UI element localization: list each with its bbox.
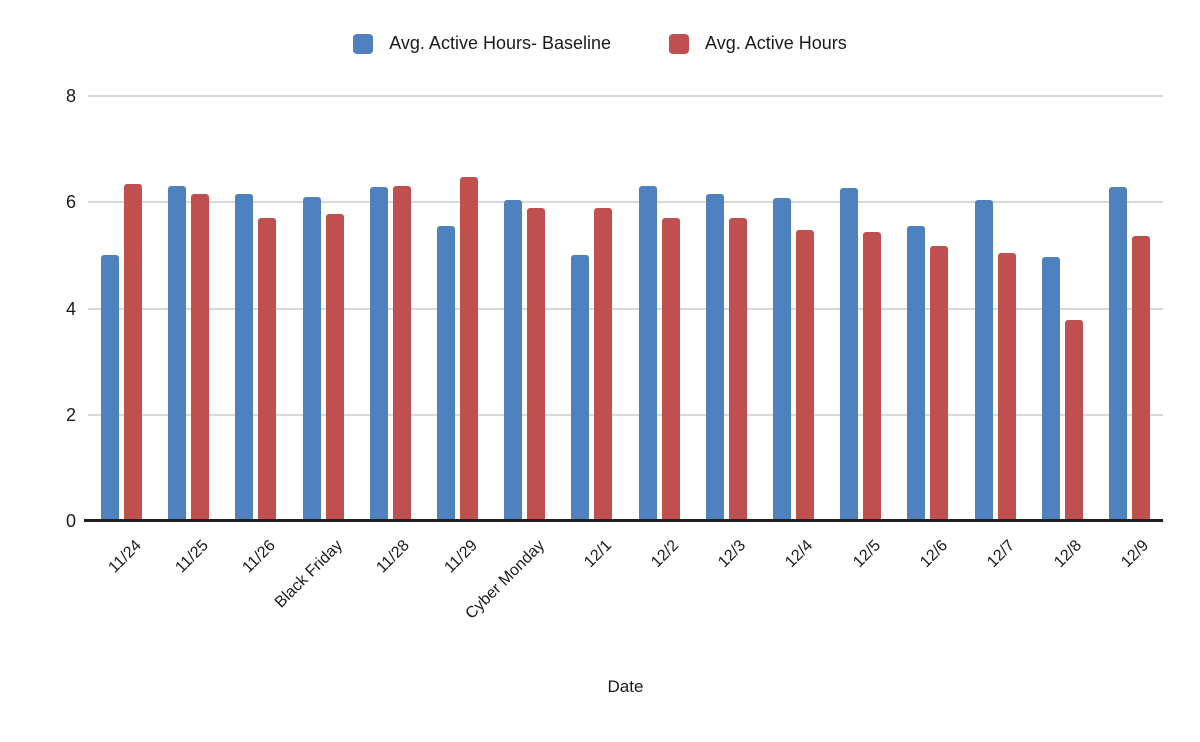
x-tick-label: 11/29 bbox=[441, 537, 481, 577]
legend-item-actual: Avg. Active Hours bbox=[669, 33, 847, 54]
bar-actual bbox=[1131, 236, 1150, 521]
legend-swatch-actual bbox=[669, 33, 690, 54]
bar-group bbox=[424, 96, 491, 521]
bar-baseline bbox=[705, 194, 724, 521]
bar-baseline bbox=[907, 226, 926, 521]
x-tick-label: 12/6 bbox=[916, 537, 951, 572]
bar-baseline bbox=[974, 200, 993, 521]
x-tick-label: 11/24 bbox=[105, 537, 145, 577]
y-tick-label-4: 4 bbox=[65, 298, 76, 319]
bar-actual bbox=[997, 252, 1016, 521]
bar-group bbox=[357, 96, 424, 521]
bar-baseline bbox=[437, 226, 456, 521]
x-axis-line bbox=[84, 519, 1163, 522]
bar-group bbox=[1096, 96, 1163, 521]
bar-baseline bbox=[638, 186, 657, 521]
bar-actual bbox=[594, 208, 613, 521]
bar-group bbox=[1029, 96, 1096, 521]
bar-baseline bbox=[571, 255, 590, 521]
y-tick-label-0: 0 bbox=[65, 511, 76, 531]
x-tick-label: 12/4 bbox=[782, 537, 817, 572]
bar-group bbox=[155, 96, 222, 521]
x-tick-label: Black Friday bbox=[271, 537, 347, 612]
bar-actual bbox=[661, 218, 680, 521]
x-tick-label: 12/3 bbox=[715, 537, 750, 572]
x-tick-label: 11/26 bbox=[239, 537, 279, 577]
bar-actual bbox=[728, 218, 747, 521]
bar-actual bbox=[1064, 320, 1083, 521]
bar-actual bbox=[930, 246, 949, 521]
bar-actual bbox=[258, 218, 277, 521]
legend-item-baseline: Avg. Active Hours- Baseline bbox=[353, 33, 611, 54]
bar-group bbox=[222, 96, 289, 521]
legend: Avg. Active Hours- Baseline Avg. Active … bbox=[0, 33, 1200, 54]
bar-baseline bbox=[772, 198, 791, 521]
x-tick-label: 11/25 bbox=[172, 537, 212, 577]
bar-baseline bbox=[1108, 187, 1127, 521]
bar-baseline bbox=[101, 255, 120, 521]
bar-actual bbox=[325, 213, 344, 521]
y-tick-label-6: 6 bbox=[65, 192, 76, 213]
bar-baseline bbox=[168, 186, 187, 521]
bar-group bbox=[760, 96, 827, 521]
bar-group bbox=[894, 96, 961, 521]
gridline-2 bbox=[88, 413, 1163, 416]
legend-swatch-baseline bbox=[353, 33, 374, 54]
bar-group bbox=[693, 96, 760, 521]
bar-group bbox=[558, 96, 625, 521]
bar-group bbox=[290, 96, 357, 521]
bar-group bbox=[491, 96, 558, 521]
x-tick-label: 12/8 bbox=[1051, 537, 1086, 572]
bar-baseline bbox=[504, 199, 523, 521]
bar-group bbox=[961, 96, 1028, 521]
bar-baseline bbox=[840, 187, 859, 521]
bar-actual bbox=[527, 208, 546, 521]
bar-actual bbox=[392, 185, 411, 521]
x-tick-label: 12/1 bbox=[580, 537, 615, 572]
legend-label-baseline: Avg. Active Hours- Baseline bbox=[389, 33, 612, 53]
bar-actual bbox=[795, 230, 814, 521]
bar-actual bbox=[191, 194, 210, 521]
x-tick-label: 12/9 bbox=[1118, 537, 1153, 572]
bar-baseline bbox=[369, 187, 388, 521]
bar-baseline bbox=[302, 196, 321, 521]
x-tick-label: 12/7 bbox=[984, 537, 1019, 572]
x-tick-label: 12/2 bbox=[648, 537, 683, 572]
y-tick-label-2: 2 bbox=[65, 404, 76, 425]
bar-actual bbox=[863, 232, 882, 521]
x-axis-title: Date bbox=[607, 677, 644, 696]
bar-baseline bbox=[235, 194, 254, 521]
y-tick-label-8: 8 bbox=[65, 86, 76, 106]
x-tick-label: 11/28 bbox=[373, 537, 414, 577]
bar-group bbox=[827, 96, 894, 521]
bar-baseline bbox=[1041, 256, 1060, 521]
gridline-8 bbox=[88, 95, 1163, 97]
x-tick-label: 12/5 bbox=[849, 537, 884, 572]
gridline-4 bbox=[88, 307, 1163, 310]
plot-area bbox=[84, 95, 1163, 522]
bar-actual bbox=[460, 176, 479, 521]
bar-actual bbox=[124, 183, 143, 521]
bar-group bbox=[626, 96, 693, 521]
gridline-6 bbox=[88, 201, 1163, 204]
legend-label-actual: Avg. Active Hours bbox=[705, 33, 847, 53]
bar-group bbox=[88, 96, 155, 521]
